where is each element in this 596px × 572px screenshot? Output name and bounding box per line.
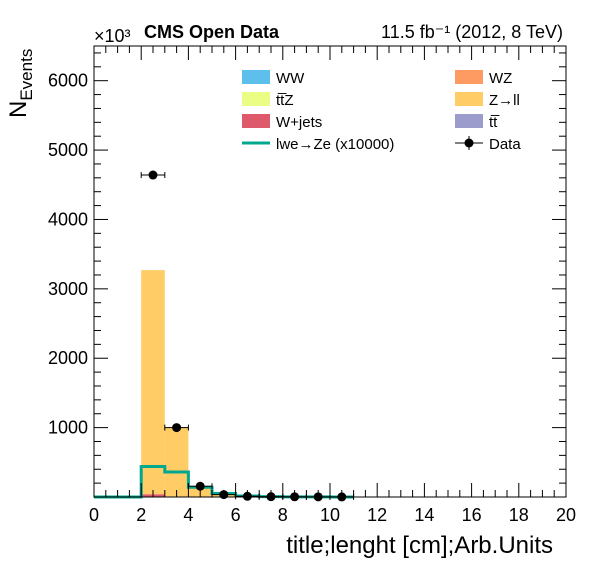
x-tick-label: 16 [462, 505, 482, 525]
legend-label: tt̅ [489, 114, 500, 131]
x-tick-label: 18 [509, 505, 529, 525]
y-tick-label: 2000 [48, 348, 88, 368]
x-axis-title: title;lenght [cm];Arb.Units [286, 532, 553, 559]
data-point-0 [140, 170, 166, 180]
y-axis-title-sub: Events [17, 49, 36, 101]
y-axis-title: NEvents [5, 49, 36, 118]
legend-label: WZ [489, 70, 512, 87]
legend-label: Z→ll [489, 92, 520, 109]
legend-entry-0: WW [242, 70, 305, 87]
y-tick-label: 6000 [48, 71, 88, 91]
legend-entry-2: tt̅Z [242, 92, 294, 109]
legend-entry-3: Z→ll [455, 92, 520, 109]
y-multiplier: ×10³ [94, 26, 131, 46]
data-point-marker [148, 170, 158, 180]
y-tick-label: 3000 [48, 279, 88, 299]
legend-label: W+jets [276, 114, 322, 131]
x-tick-label: 8 [278, 505, 288, 525]
legend-swatch [455, 92, 483, 106]
legend-swatch [242, 70, 270, 84]
y-tick-label: 1000 [48, 418, 88, 438]
legend-entry-7: Data [455, 136, 521, 153]
y-tick-label: 5000 [48, 140, 88, 160]
bar-z-ll-bin-1 [164, 427, 189, 497]
legend-entry-6: lwe→Ze (x10000) [242, 136, 394, 153]
legend-swatch [455, 114, 483, 128]
legend-swatch [455, 70, 483, 84]
header-right-label: 11.5 fb⁻¹ (2012, 8 TeV) [381, 22, 563, 42]
legend-swatch-marker [464, 138, 474, 148]
data-point-2 [187, 481, 213, 491]
x-tick-label: 0 [89, 505, 99, 525]
legend-swatch [242, 92, 270, 106]
x-tick-label: 4 [183, 505, 193, 525]
x-tick-label: 12 [367, 505, 387, 525]
bar-z-ll-bin-0 [141, 270, 165, 495]
data-point-marker [195, 481, 205, 491]
x-tick-label: 6 [231, 505, 241, 525]
x-tick-label: 14 [414, 505, 434, 525]
legend-swatch [242, 114, 270, 128]
legend-entry-1: WZ [455, 70, 512, 87]
legend-label: tt̅Z [276, 92, 294, 109]
legend-entry-5: tt̅ [455, 114, 500, 131]
legend-label: Data [489, 136, 521, 153]
legend-entry-4: W+jets [242, 114, 322, 131]
data-point-marker [172, 423, 182, 433]
header-left-label: CMS Open Data [144, 22, 280, 42]
y-axis-title-main: N [5, 101, 32, 118]
y-tick-label: 4000 [48, 209, 88, 229]
legend-label: lwe→Ze (x10000) [276, 136, 394, 153]
legend: WW WZ tt̅Z Z→ll W+jets tt̅ lwe→Ze (x10000) Data [242, 70, 521, 153]
data-point-1 [164, 423, 189, 433]
x-tick-label: 10 [320, 505, 340, 525]
x-tick-label: 2 [136, 505, 146, 525]
x-tick-label: 20 [556, 505, 576, 525]
legend-label: WW [276, 70, 305, 87]
axes: 0 2 4 6 8 10 12 14 16 18 20 1000 2000 3000 4000 5000 600… [48, 45, 576, 525]
